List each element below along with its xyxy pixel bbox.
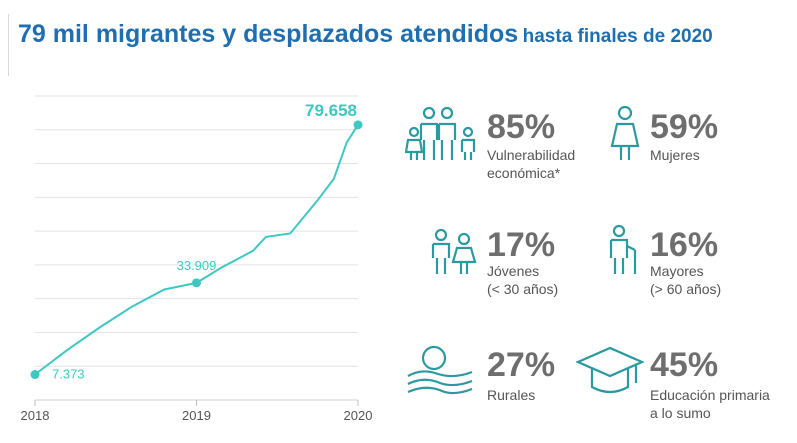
- stat-label: económica*: [487, 165, 561, 181]
- line-chart: 2018 2019 2020 7.373 33.909 79.658: [21, 95, 373, 423]
- woman-icon: [610, 105, 640, 160]
- data-label: 79.658: [305, 101, 357, 120]
- title-sub: hasta finales de 2020: [522, 26, 713, 47]
- data-point: [192, 278, 201, 288]
- x-axis-ticks: 2018 2019 2020: [21, 400, 373, 423]
- stat-label: Educación primaria: [650, 387, 770, 403]
- stat-label: (< 30 años): [487, 281, 559, 297]
- title-main: 79 mil migrantes y desplazados atendidos: [18, 20, 519, 48]
- stat-value: 17%: [487, 226, 556, 264]
- elderly-icon: [609, 224, 637, 274]
- data-point: [30, 370, 40, 380]
- data-labels: 7.373 33.909 79.658: [52, 101, 357, 382]
- stat-value: 16%: [650, 226, 719, 264]
- stat-value: 59%: [650, 108, 719, 146]
- x-tick-label: 2018: [21, 408, 50, 423]
- stat-label: (> 60 años): [650, 281, 722, 297]
- title-divider: [8, 14, 9, 76]
- family-icon: [405, 106, 476, 160]
- page-title: 79 mil migrantes y desplazados atendidos…: [18, 20, 713, 49]
- series-line: [34, 124, 359, 376]
- stat-value: 27%: [487, 346, 556, 384]
- stat-label: Mayores: [650, 263, 704, 279]
- stat-label: Rurales: [487, 387, 536, 403]
- data-points: [30, 120, 363, 380]
- youth-icon: [431, 228, 477, 274]
- x-tick-label: 2020: [344, 408, 373, 423]
- data-label: 33.909: [177, 258, 217, 273]
- x-tick-label: 2019: [182, 408, 211, 423]
- data-label: 7.373: [52, 367, 85, 382]
- data-point: [353, 120, 363, 130]
- stat-value: 85%: [487, 108, 556, 146]
- rural-landscape-icon: [407, 345, 473, 395]
- stat-value: 45%: [650, 346, 719, 384]
- chart-grid: [35, 95, 358, 401]
- stat-label: Mujeres: [650, 147, 700, 163]
- stat-label: Jóvenes: [487, 263, 540, 279]
- stat-label: Vulnerabilidad: [487, 147, 576, 163]
- graduation-cap-icon: [576, 346, 644, 394]
- stat-label: a lo sumo: [650, 405, 711, 421]
